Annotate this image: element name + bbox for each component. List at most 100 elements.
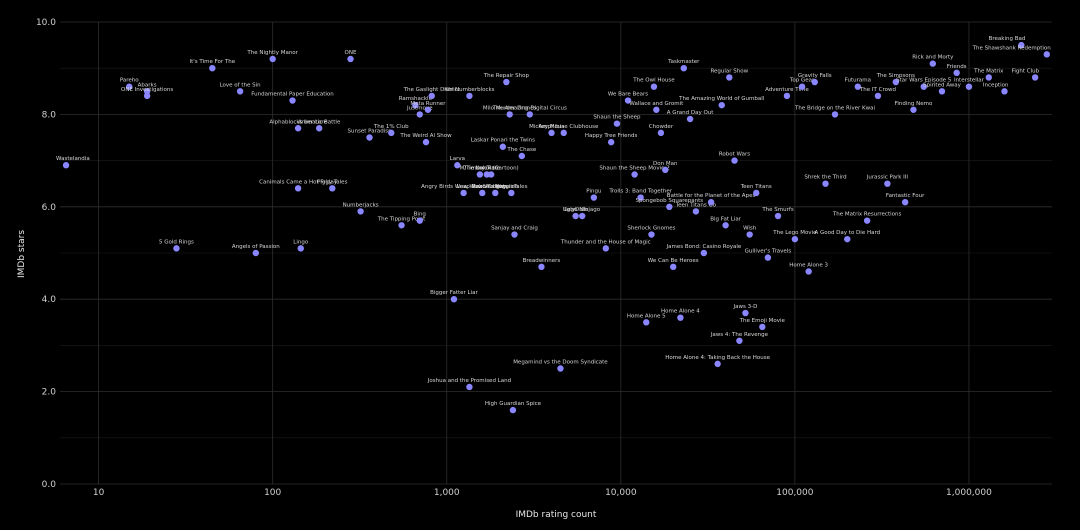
data-point: [289, 97, 296, 104]
data-point-label: Leap Nexo Knights: [457, 184, 508, 190]
data-point: [511, 231, 518, 238]
data-point: [892, 78, 900, 86]
data-point: [910, 106, 917, 113]
data-point: [692, 208, 700, 215]
data-point: [315, 125, 323, 132]
data-point-label: Amphibia: [539, 124, 565, 130]
data-point: [844, 235, 851, 243]
data-point: [811, 78, 818, 86]
data-point-label: Gravity Falls: [798, 73, 832, 79]
y-axis-label: IMDb stars: [17, 230, 27, 278]
data-point: [650, 83, 658, 90]
data-point: [953, 69, 960, 77]
data-point: [548, 129, 555, 137]
data-point: [726, 74, 733, 81]
data-point: [985, 74, 992, 81]
data-point-label: A Good Day to Die Hard: [814, 230, 880, 236]
data-point: [657, 129, 665, 137]
data-point: [805, 268, 812, 275]
data-point: [412, 101, 419, 109]
data-point: [746, 231, 753, 238]
data-point: [466, 92, 473, 100]
data-point-label: M/Timmy Time: [460, 165, 501, 171]
x-tick-label: 1,000: [434, 488, 460, 498]
data-point: [590, 194, 598, 201]
data-point-label: The Repair Shop: [483, 73, 530, 79]
data-point-label: Rick and Morty: [912, 55, 954, 61]
data-point-label: Home Alone 5: [627, 313, 666, 319]
data-point-label: Canimals Came a Hot Friday: [259, 179, 338, 185]
data-point-label: Kiri Numberblocks: [444, 87, 494, 93]
data-point-label: Chowder: [649, 124, 674, 130]
data-point-label: The Simpsons: [876, 73, 916, 79]
data-point-label: Star Wars Episode 5: [896, 78, 952, 84]
data-point-label: Megamind vs the Doom Syndicate: [513, 360, 608, 366]
data-point: [416, 217, 423, 224]
data-point: [686, 115, 694, 123]
data-point-label: Shaun the Sheep Movie 2: [599, 165, 669, 171]
data-point-label: Shrek the Third: [804, 175, 846, 181]
data-point-label: Breadwinners: [523, 258, 561, 264]
data-point: [450, 296, 458, 303]
data-point-label: 5 Gold Rings: [159, 239, 194, 245]
data-point-label: Nokotan: [475, 165, 498, 171]
data-point: [648, 231, 655, 238]
data-point-label: The 1% Club: [373, 124, 409, 130]
data-point-label: Spongebob Squarepants: [636, 198, 704, 204]
data-point-label: Happy Tree Friends: [585, 133, 638, 139]
data-point: [1043, 51, 1050, 58]
data-point: [252, 249, 260, 257]
data-point: [901, 198, 909, 206]
data-point-label: Piggy Tales: [317, 179, 347, 185]
data-point: [329, 185, 336, 192]
data-point: [714, 360, 721, 368]
y-tick-label: 0.0: [42, 480, 57, 490]
data-point-label: Pingu: [586, 189, 601, 195]
data-point-label: We Bare Bears: [608, 92, 648, 98]
data-point-label: Numberjacks: [343, 202, 379, 208]
data-point-label: Jaws 4: The Revenge: [710, 332, 769, 338]
data-point: [736, 337, 743, 344]
data-point-label: The Lorax (Cartoon): [463, 165, 519, 171]
data-point-label: The Owl House: [632, 78, 675, 84]
data-point-label: VeggieTales: [495, 184, 527, 190]
data-point-label: Finding Nemo: [895, 101, 933, 107]
data-point-label: Home Alone 3: [789, 262, 828, 268]
data-point-label: Inception: [983, 82, 1009, 88]
data-point-label: Top Gear: [789, 78, 815, 84]
data-point-label: Thunder and the House of Magic: [560, 239, 651, 245]
grid: [60, 21, 1052, 485]
data-point: [466, 383, 473, 391]
data-point-label: Home Alone 4: [661, 309, 700, 315]
x-tick-label: 100,000: [776, 488, 813, 498]
data-point: [297, 245, 304, 252]
data-point: [662, 166, 669, 174]
data-point: [718, 101, 725, 109]
data-point: [631, 171, 638, 178]
data-point: [854, 83, 862, 90]
data-point: [294, 185, 302, 192]
data-point-label: Friends: [947, 64, 967, 70]
data-point: [764, 254, 772, 261]
data-point-label: Breaking Bad: [989, 36, 1026, 42]
data-point: [653, 106, 660, 113]
data-point-label: Justmove: [406, 105, 433, 111]
data-point-label: James Bond: Casino Royale: [665, 244, 741, 250]
data-point: [700, 249, 708, 257]
data-point-label: The Shawshank Redemption: [972, 45, 1052, 51]
data-point-label: Gulliver's Travels: [745, 249, 792, 255]
data-point-label: Love of the Sin: [220, 82, 262, 88]
data-point: [173, 245, 180, 252]
data-point: [487, 171, 495, 178]
data-point-label: ONE Investigations: [121, 87, 173, 93]
data-point: [508, 189, 515, 197]
data-point: [526, 111, 534, 118]
data-point-label: Spirited Away: [923, 82, 961, 88]
data-point: [1001, 88, 1008, 95]
data-point-label: Alphablocks ber Lore: [269, 119, 327, 125]
data-point-label: Bing: [414, 212, 426, 218]
data-point: [269, 55, 276, 63]
data-point: [670, 263, 677, 271]
data-point-label: We Can Be Heroes: [648, 258, 699, 264]
